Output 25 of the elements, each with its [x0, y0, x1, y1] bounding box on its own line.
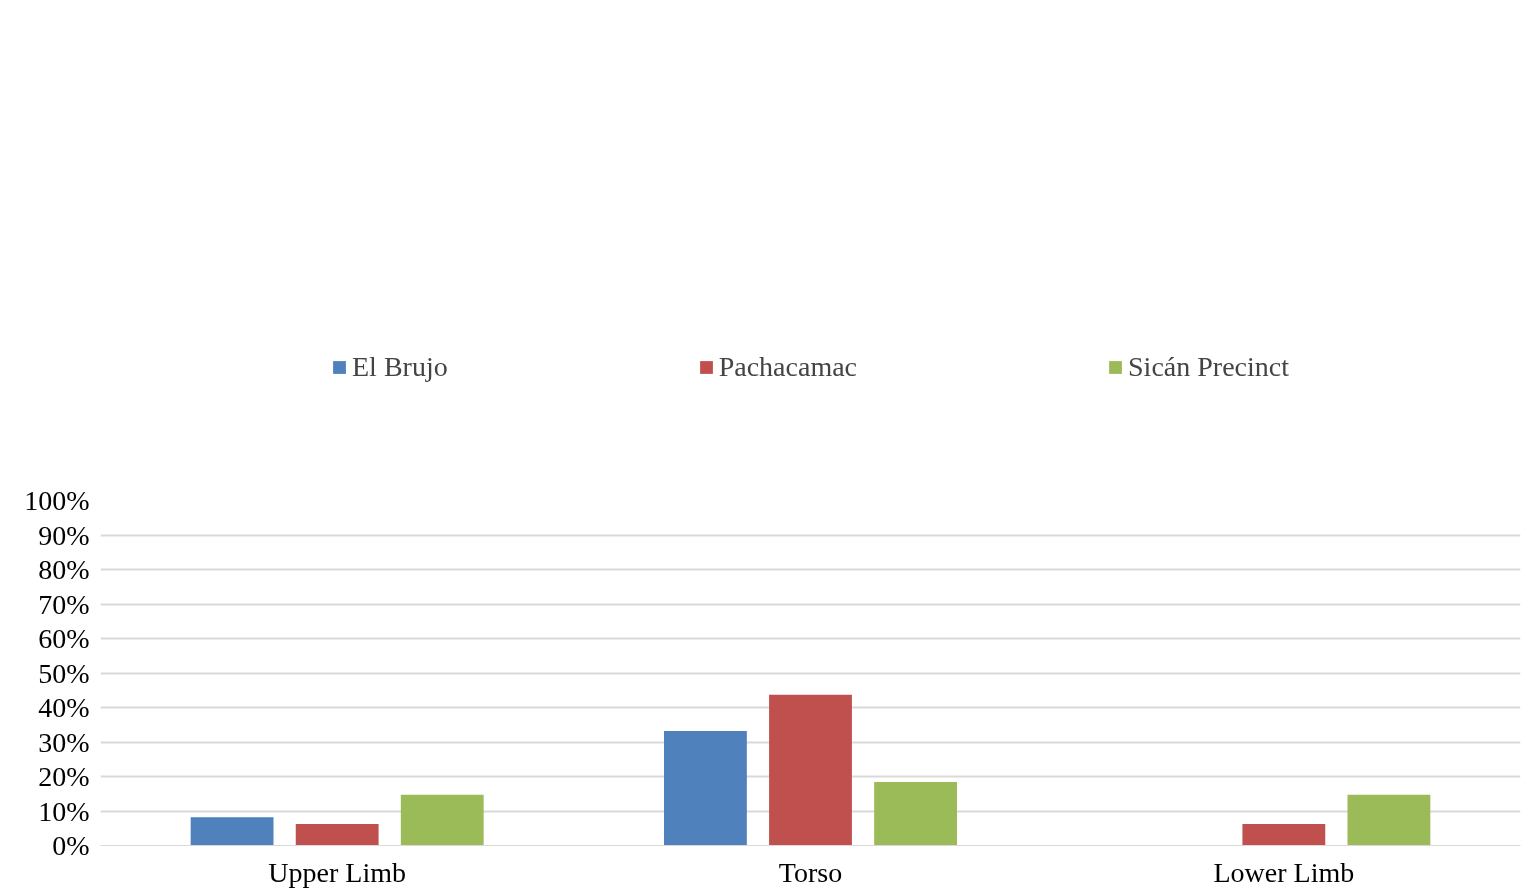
y-tick-label: 20% — [38, 761, 90, 792]
y-tick-label: 60% — [38, 623, 90, 654]
y-tick-label: 40% — [38, 692, 90, 723]
y-tick-label: 50% — [38, 657, 90, 689]
y-tick-label: 90% — [38, 519, 90, 551]
bar — [664, 730, 747, 846]
y-tick-label: 80% — [38, 554, 90, 585]
bar — [1242, 824, 1326, 846]
bar — [295, 824, 379, 846]
bar — [400, 794, 484, 846]
legend-label: El Brujo — [352, 351, 448, 383]
legend-label: Sicán Precinct — [1128, 351, 1289, 383]
x-tick-label: Lower Limb — [1213, 856, 1355, 888]
bar — [769, 694, 852, 846]
y-tick-label: 10% — [38, 795, 90, 827]
y-tick-label: 100% — [24, 485, 90, 516]
bar — [874, 782, 957, 846]
y-tick-label: 30% — [38, 726, 90, 758]
bar — [190, 817, 274, 846]
x-tick-label: Torso — [778, 856, 843, 888]
x-tick-label: Upper Limb — [268, 856, 406, 888]
y-tick-label: 70% — [38, 588, 90, 620]
bar — [1347, 794, 1431, 846]
legend-label: Pachacamac — [718, 351, 858, 383]
y-tick-label: 0% — [52, 830, 90, 861]
